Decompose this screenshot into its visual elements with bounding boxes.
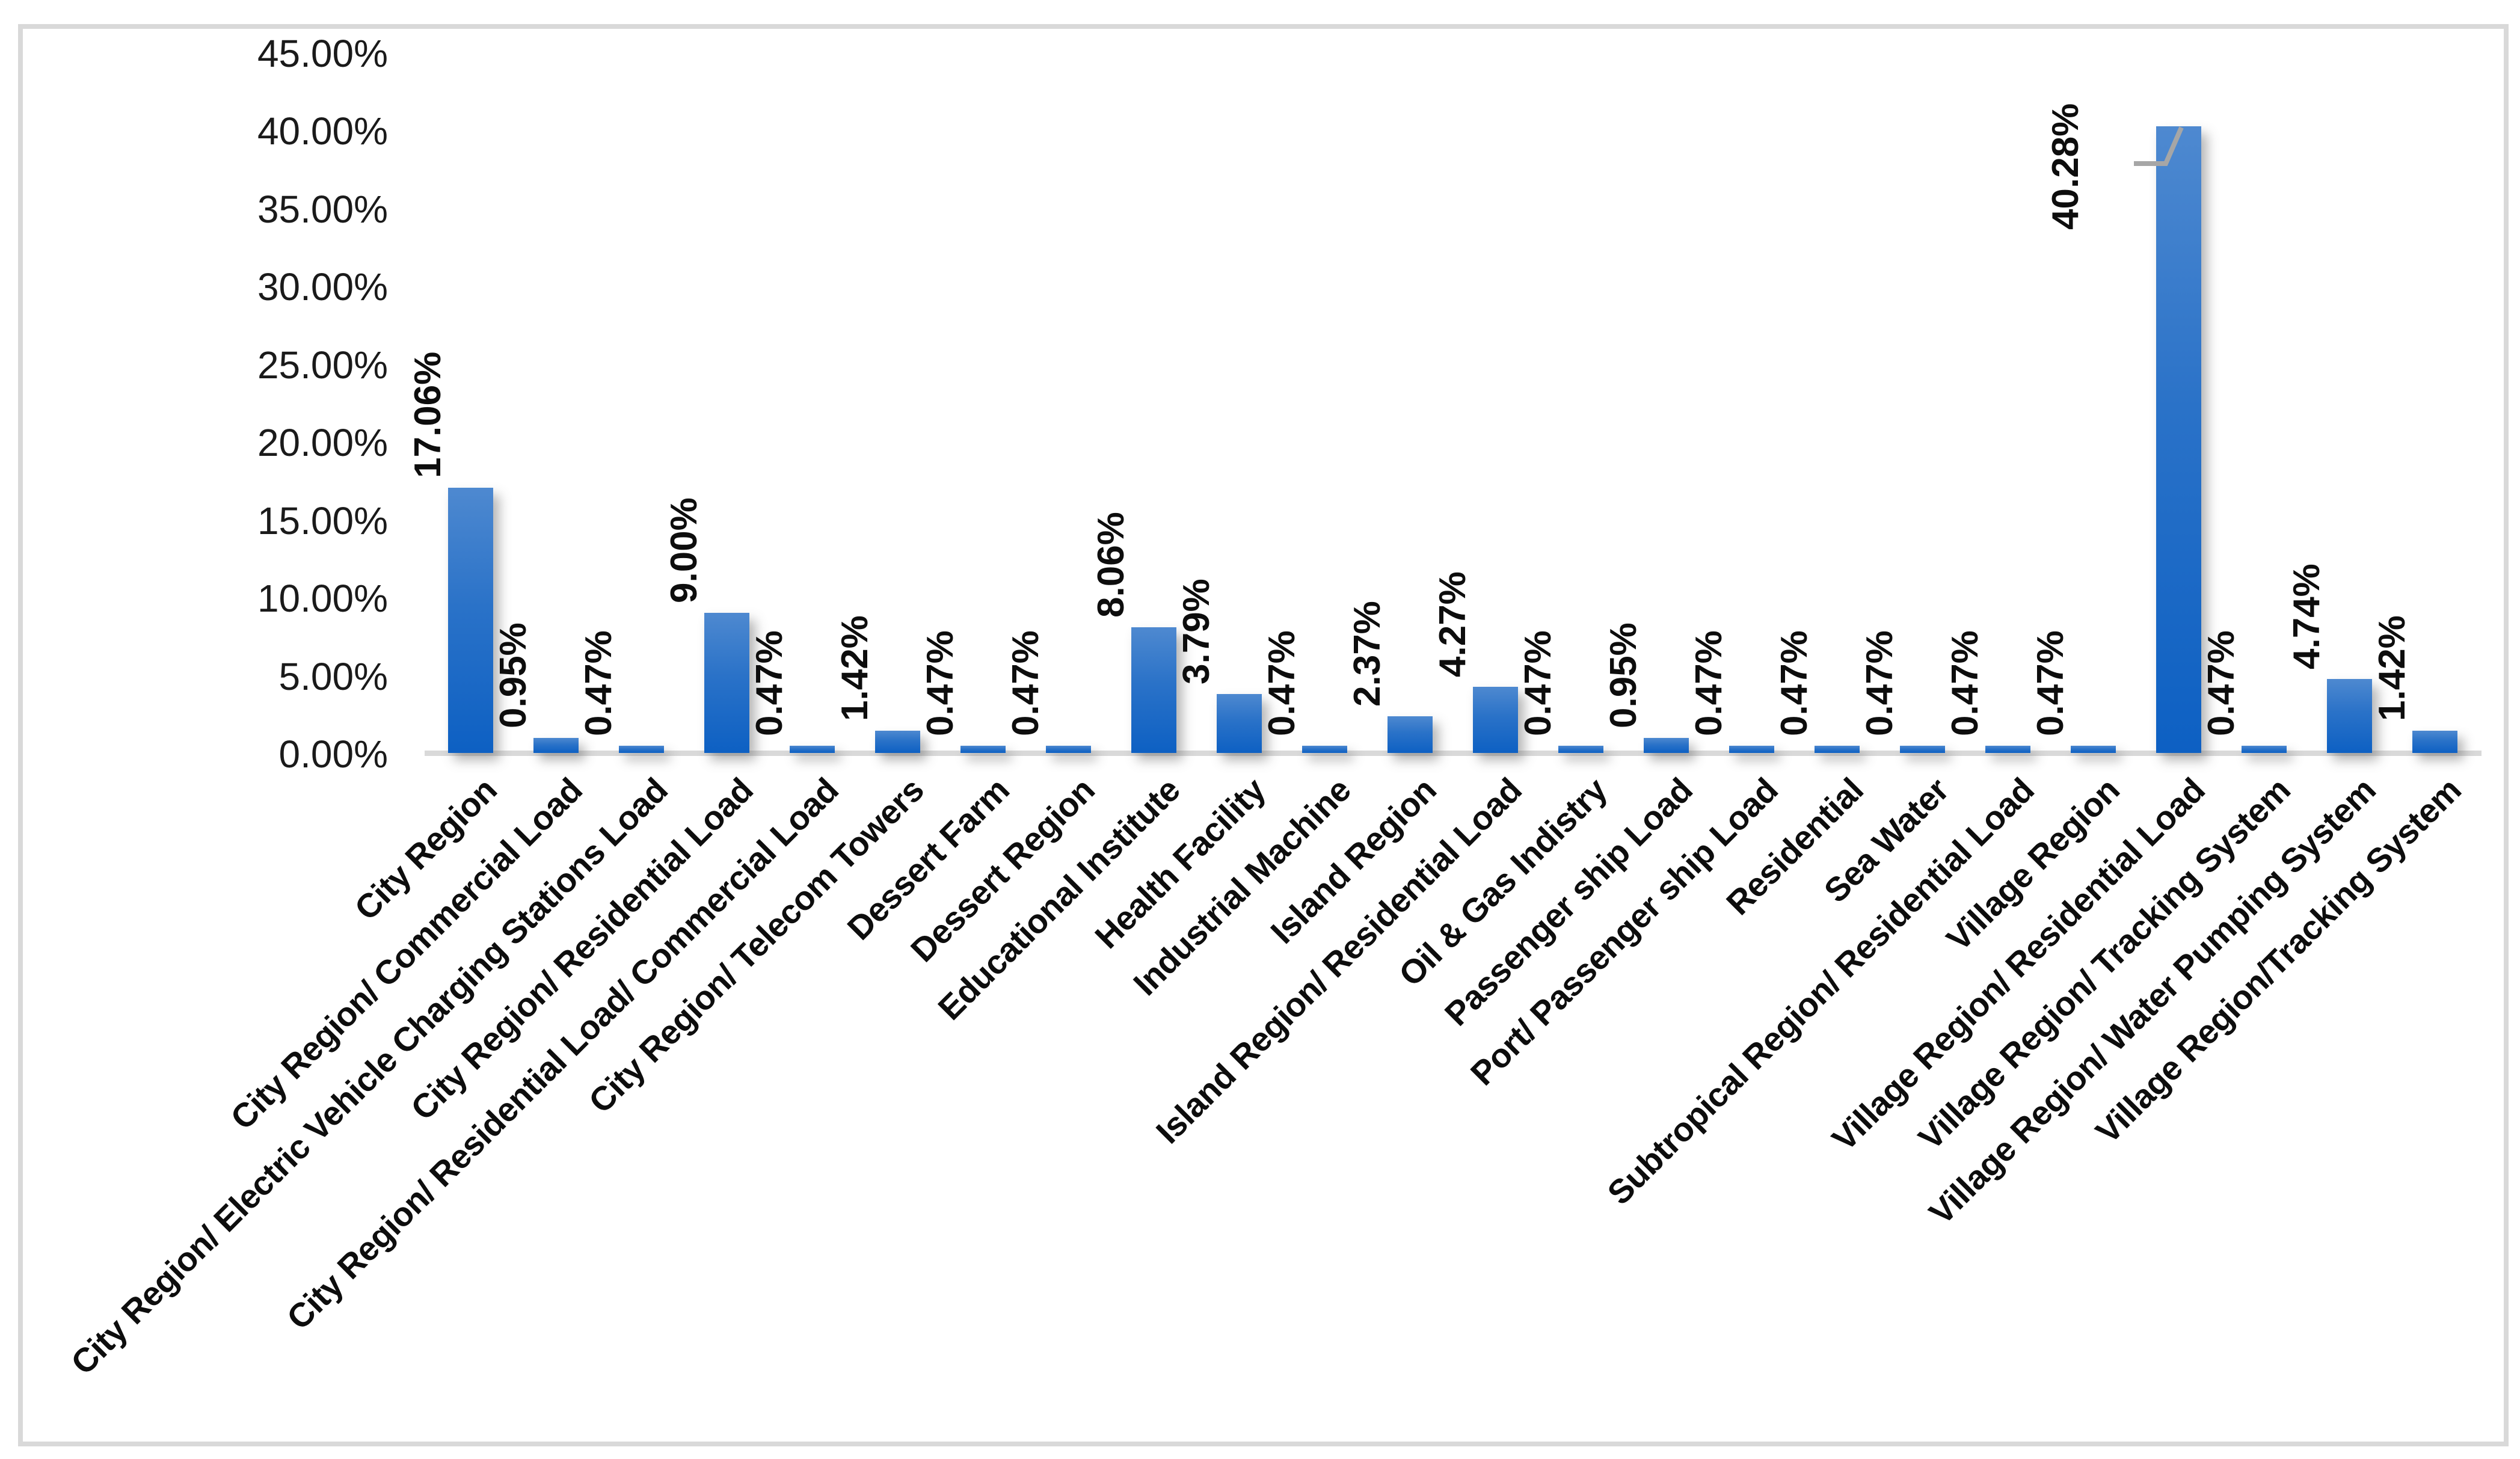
bar: [2156, 126, 2201, 753]
bar: [447, 488, 493, 753]
bar: [1814, 746, 1860, 753]
bar-value-label: 0.47%: [2030, 630, 2071, 736]
y-axis-tick-label: 5.00%: [278, 654, 388, 698]
y-axis-tick-label: 20.00%: [257, 421, 388, 465]
bar-value-label: 9.00%: [663, 497, 705, 603]
y-axis-tick-label: 45.00%: [257, 32, 388, 75]
bar-value-label: 1.42%: [834, 615, 876, 721]
bar: [2241, 746, 2287, 753]
bar-value-label: 0.95%: [493, 622, 534, 728]
y-axis-tick-label: 40.00%: [257, 109, 388, 153]
bar: [874, 731, 920, 753]
bar-value-label-callout: 40.28%: [2045, 103, 2086, 230]
y-axis-tick-label: 15.00%: [257, 499, 388, 542]
bar-value-label: 0.47%: [1517, 630, 1559, 736]
bar: [704, 613, 749, 753]
x-axis-line: [425, 751, 2482, 756]
bar: [1643, 738, 1689, 753]
bar: [1131, 627, 1176, 753]
bar-value-label: 0.47%: [1688, 630, 1730, 736]
bar: [1301, 746, 1347, 753]
bar: [1899, 746, 1945, 753]
y-axis-tick-label: 35.00%: [257, 187, 388, 231]
y-axis-tick-label: 25.00%: [257, 343, 388, 387]
bar-value-label: 0.47%: [1005, 630, 1046, 736]
bar-value-label: 0.47%: [1944, 630, 1986, 736]
bar-value-label: 4.74%: [2286, 564, 2328, 669]
bar: [1216, 694, 1262, 753]
bar-value-label: 0.47%: [1261, 630, 1303, 736]
bar-value-label: 0.47%: [1774, 630, 1815, 736]
bar-value-label: 3.79%: [1176, 579, 1217, 684]
y-axis-tick-label: 0.00%: [278, 732, 388, 776]
bar: [533, 738, 579, 753]
bar: [1472, 687, 1518, 753]
bar: [960, 746, 1006, 753]
y-axis-tick-label: 30.00%: [257, 265, 388, 309]
bar: [618, 746, 664, 753]
bar: [1729, 746, 1774, 753]
bar: [2326, 679, 2372, 753]
bar-value-label: 17.06%: [407, 351, 449, 478]
bar-value-label: 0.47%: [578, 630, 619, 736]
bar-value-label: 4.27%: [1432, 571, 1474, 677]
bar: [2412, 731, 2457, 753]
bar-value-label: 0.47%: [749, 630, 790, 736]
bar-value-label: 0.95%: [1603, 622, 1644, 728]
y-axis-tick-label: 10.00%: [257, 577, 388, 621]
bar: [1387, 716, 1433, 753]
bar: [1045, 746, 1091, 753]
bar: [2070, 746, 2116, 753]
bar-value-label: 0.47%: [1859, 630, 1901, 736]
chart-frame: [18, 24, 2509, 1446]
bar-value-label: 2.37%: [1347, 601, 1388, 707]
bar: [1985, 746, 2030, 753]
bar: [789, 746, 835, 753]
bar-value-label: 0.47%: [920, 630, 961, 736]
bar-value-label: 1.42%: [2371, 615, 2413, 721]
bar-value-label: 8.06%: [1090, 512, 1132, 618]
bar: [1558, 746, 1603, 753]
bar-value-label: 0.47%: [2201, 630, 2242, 736]
